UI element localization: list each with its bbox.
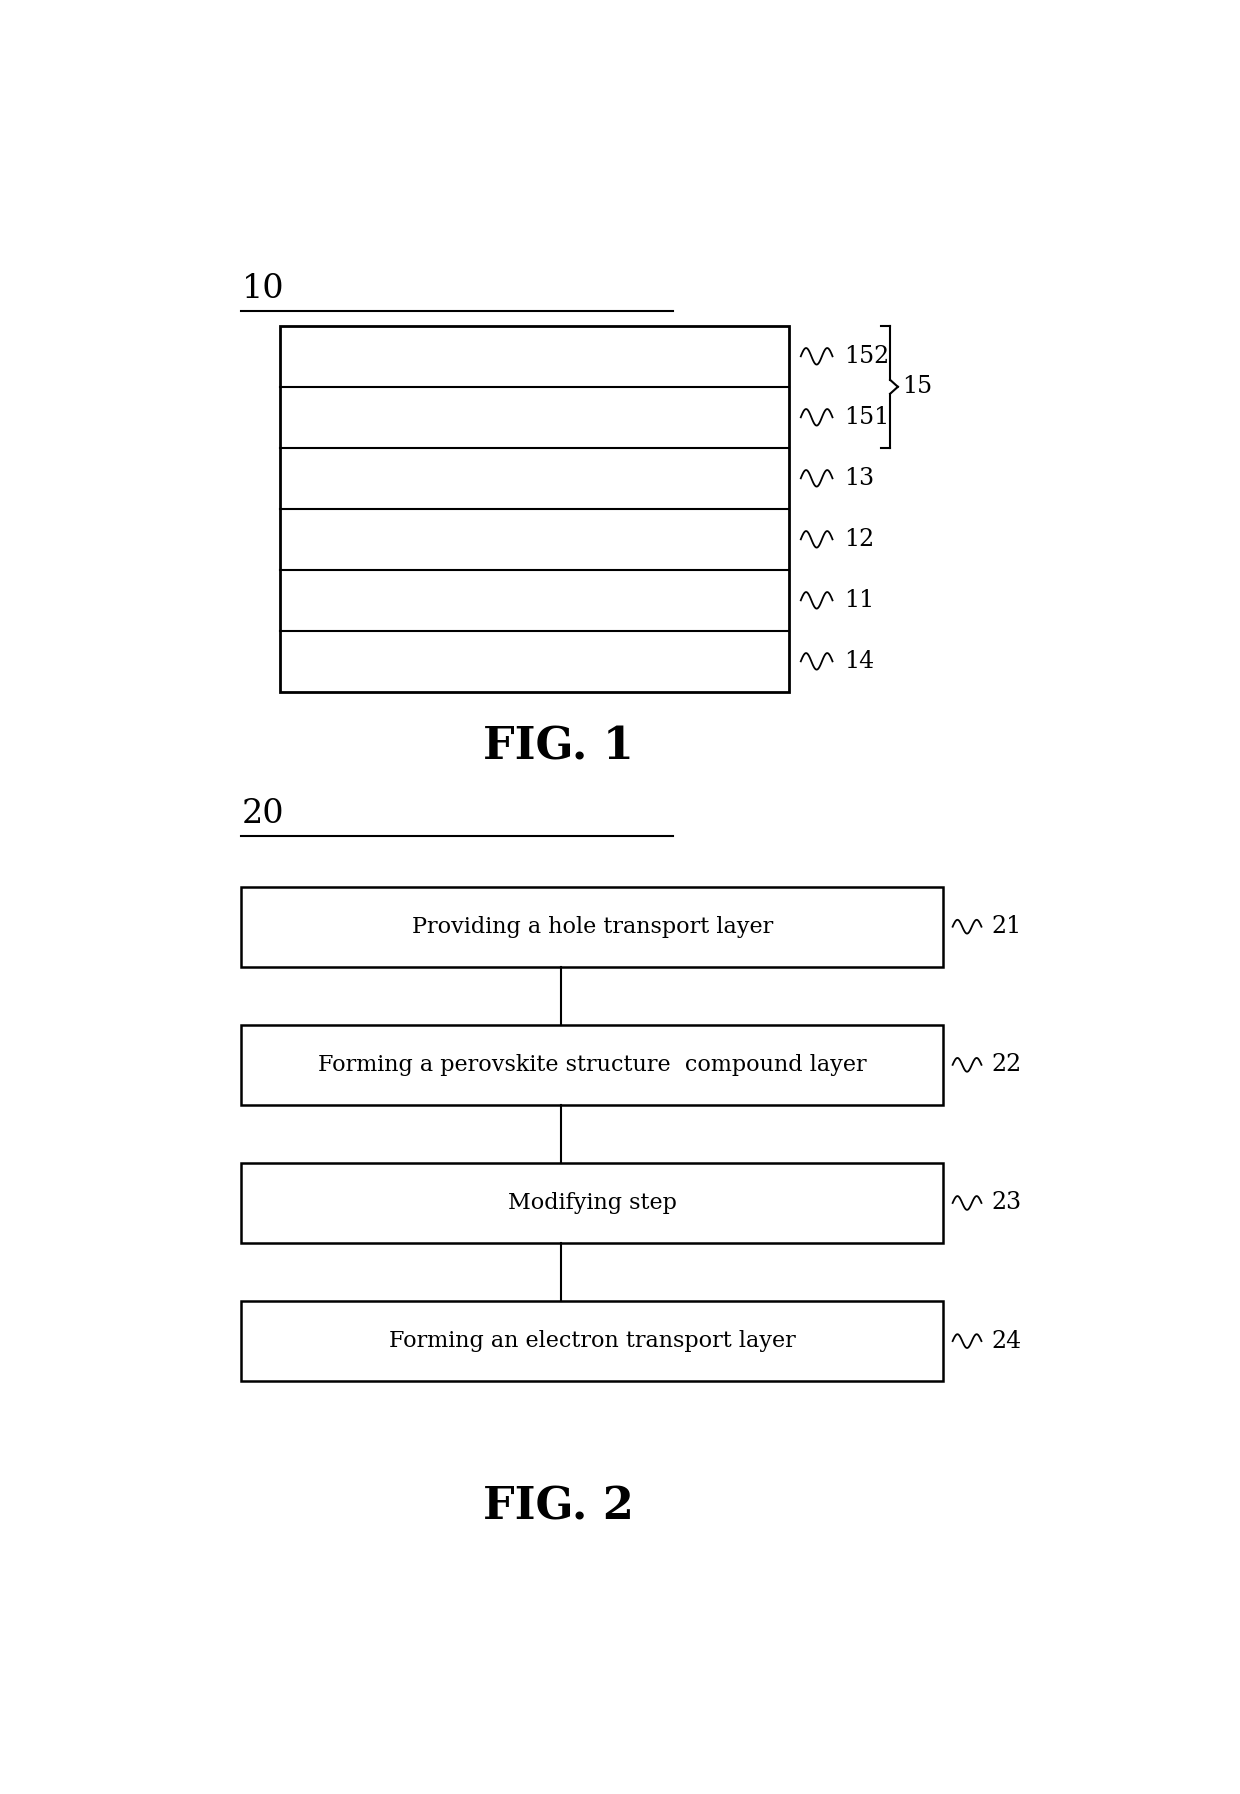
Text: Modifying step: Modifying step (508, 1191, 677, 1215)
Bar (242, 886, 942, 967)
Text: 11: 11 (844, 588, 874, 612)
Text: 12: 12 (844, 527, 874, 551)
Bar (280, 327, 789, 692)
Text: 22: 22 (991, 1053, 1022, 1076)
Text: 13: 13 (844, 466, 874, 490)
Bar (242, 1024, 942, 1105)
Text: Forming a perovskite structure  compound layer: Forming a perovskite structure compound … (317, 1053, 867, 1076)
Text: 24: 24 (991, 1329, 1022, 1353)
Text: Forming an electron transport layer: Forming an electron transport layer (389, 1329, 796, 1353)
Text: 14: 14 (844, 649, 874, 673)
Text: Providing a hole transport layer: Providing a hole transport layer (412, 915, 773, 938)
Text: FIG. 1: FIG. 1 (484, 725, 634, 768)
Text: FIG. 2: FIG. 2 (484, 1485, 634, 1528)
Text: 21: 21 (991, 915, 1022, 938)
Text: 10: 10 (242, 273, 284, 305)
Bar (242, 1301, 942, 1381)
Text: 152: 152 (844, 344, 889, 368)
Bar (242, 1163, 942, 1243)
Text: 23: 23 (991, 1191, 1022, 1215)
Text: 15: 15 (901, 375, 931, 398)
Text: 20: 20 (242, 798, 284, 831)
Text: 151: 151 (844, 405, 889, 429)
